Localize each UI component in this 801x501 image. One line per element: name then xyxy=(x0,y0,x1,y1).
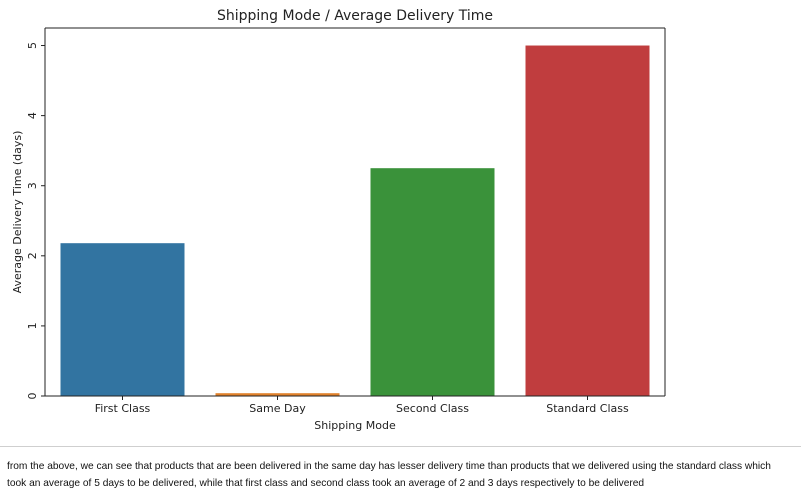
bar xyxy=(370,168,495,396)
bar-chart: Shipping Mode / Average Delivery Time Fi… xyxy=(11,8,666,432)
x-tick-label: First Class xyxy=(95,402,151,415)
plot-area: First Class Same Day Second Class Standard … xyxy=(26,27,666,415)
x-tick-label: Second Class xyxy=(396,402,469,415)
chart-title: Shipping Mode / Average Delivery Time xyxy=(217,8,493,24)
bar xyxy=(215,393,340,396)
analysis-note: from the above, we can see that products… xyxy=(7,461,771,489)
y-tick-label: 1 xyxy=(26,322,39,329)
y-tick-label: 3 xyxy=(26,182,39,189)
y-tick-label: 2 xyxy=(26,252,39,259)
y-tick-label: 4 xyxy=(26,112,39,119)
x-axis-label: Shipping Mode xyxy=(314,419,396,432)
y-axis-label: Average Delivery Time (days) xyxy=(11,131,24,294)
y-tick-label: 5 xyxy=(26,42,39,49)
bar xyxy=(525,45,650,397)
y-tick-label: 0 xyxy=(26,393,39,400)
x-tick-label: Standard Class xyxy=(546,402,629,415)
x-tick-label: Same Day xyxy=(249,402,306,415)
divider xyxy=(0,446,801,447)
chart-svg: Shipping Mode / Average Delivery Time Fi… xyxy=(11,8,666,432)
bar xyxy=(60,243,185,396)
